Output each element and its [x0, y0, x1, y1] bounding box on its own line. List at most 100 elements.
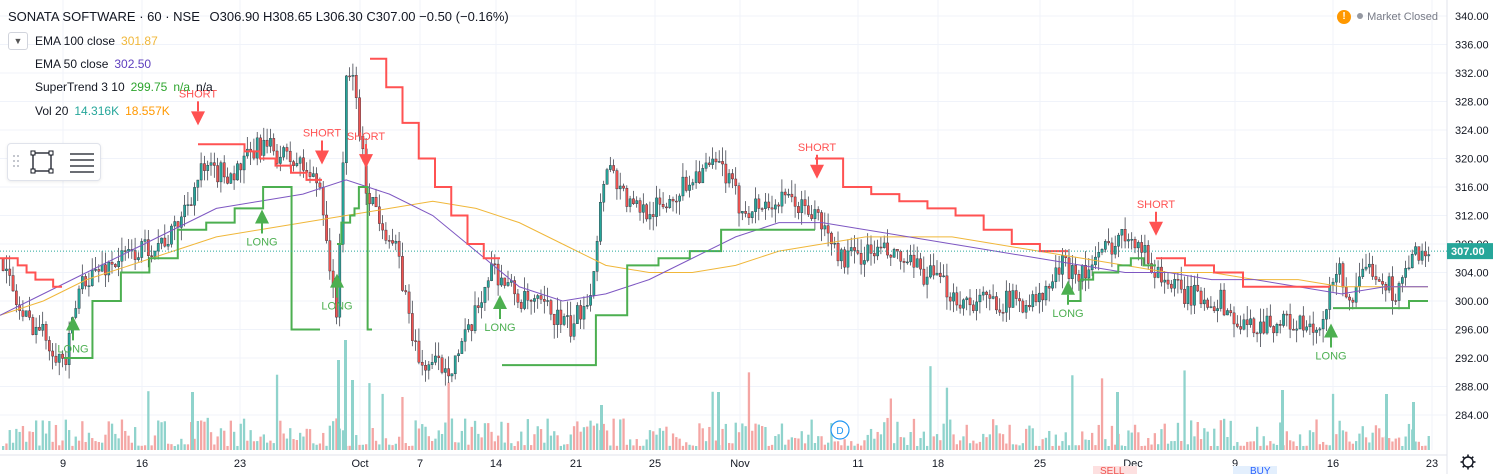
drawing-toolbar[interactable] [7, 143, 101, 181]
candle [559, 309, 563, 325]
candle [572, 323, 576, 337]
indicator-ema50[interactable]: EMA 50 close 302.50 [35, 57, 151, 71]
volume-bar [473, 420, 477, 450]
candle [480, 302, 483, 308]
volume-bar [1018, 445, 1021, 450]
volume-bar [1407, 423, 1411, 450]
candle [816, 209, 820, 213]
candle [143, 239, 147, 242]
volume-bar [995, 425, 998, 450]
volume-bar [975, 443, 978, 450]
candle [404, 290, 408, 293]
candle [219, 162, 223, 183]
volume-bar [1272, 443, 1275, 450]
candle [678, 195, 681, 202]
volume-bar [252, 441, 256, 450]
volume-bar [1412, 402, 1415, 450]
volume-bar [698, 423, 701, 450]
candle [546, 300, 549, 302]
line-width-icon[interactable] [70, 153, 94, 173]
candle [348, 75, 351, 78]
long-signal-arrow [1324, 323, 1338, 338]
dividend-event-icon[interactable] [830, 420, 850, 440]
sell-button[interactable] [1093, 466, 1137, 474]
candle [849, 247, 853, 252]
volume-bar [308, 429, 312, 450]
volume-bar [645, 439, 648, 450]
candle [354, 74, 358, 98]
candle [61, 353, 64, 359]
rectangle-tool-icon[interactable] [30, 150, 54, 174]
volume-bar [1008, 424, 1011, 450]
indicator-value-2: 18.557K [125, 104, 170, 118]
candle [21, 310, 25, 317]
volume-bar [1041, 439, 1044, 450]
supertrend-long-line [1068, 257, 1156, 302]
volume-bar [1338, 420, 1341, 450]
volume-bar [787, 439, 790, 450]
candle [602, 184, 606, 203]
settings-gear-icon[interactable] [1460, 454, 1476, 470]
candle [1196, 284, 1200, 292]
candle [592, 271, 596, 296]
volume-bar [1256, 426, 1259, 450]
market-status-label: Market Closed [1367, 10, 1438, 23]
volume-bar [110, 423, 114, 450]
candle [1308, 323, 1312, 328]
candle [833, 243, 837, 245]
volume-bar [365, 444, 368, 450]
candle [998, 309, 1002, 313]
candle [245, 148, 249, 157]
candle [919, 258, 922, 270]
candle [826, 225, 830, 234]
candle [1202, 299, 1206, 305]
volume-bar [1315, 419, 1318, 450]
indicator-ema100[interactable]: EMA 100 close 301.87 [35, 34, 158, 48]
candle [856, 250, 860, 254]
candle [424, 365, 427, 371]
volume-bar [869, 428, 873, 450]
volume-bar [421, 424, 424, 450]
ema-50-line [0, 179, 1428, 316]
candle [704, 162, 708, 169]
candle [1143, 245, 1147, 253]
candle [1371, 263, 1374, 277]
candle [1140, 242, 1143, 253]
candle [952, 292, 955, 302]
volume-bar [272, 443, 275, 450]
collapse-legend-button[interactable]: ▼ [8, 32, 28, 50]
price-tick-label: 284.00 [1455, 410, 1489, 422]
volume-bar [388, 444, 391, 450]
volume-bar [704, 441, 708, 450]
candle [975, 301, 978, 311]
volume-bar [236, 445, 239, 450]
alert-icon[interactable]: ! [1337, 10, 1352, 24]
candle [698, 171, 701, 184]
volume-bar [1199, 439, 1203, 450]
volume-bar [1308, 430, 1312, 450]
gear-tooth [1462, 456, 1466, 460]
volume-bar [1322, 441, 1325, 450]
volume-bar [642, 445, 645, 450]
volume-bar [361, 444, 364, 450]
candle [117, 261, 120, 267]
volume-bar [794, 437, 797, 450]
candle [675, 200, 678, 203]
indicator-volume[interactable]: Vol 20 14.316K 18.557K [35, 104, 170, 118]
volume-bar [1124, 445, 1127, 450]
candle [104, 264, 107, 276]
volume-bar [44, 433, 48, 450]
candle [741, 211, 744, 214]
candle [529, 300, 533, 302]
drag-handle-icon[interactable] [13, 155, 19, 167]
buy-button[interactable] [1233, 466, 1277, 474]
candle [750, 211, 754, 218]
volume-bar [64, 419, 67, 450]
volume-bar [226, 445, 229, 450]
candle [1414, 246, 1417, 255]
candle [1427, 254, 1431, 257]
symbol-title[interactable]: SONATA SOFTWARE · 60 · NSE [8, 9, 200, 24]
volume-bar [774, 435, 777, 450]
indicator-supertrend[interactable]: SuperTrend 3 10 299.75 n/a n/a [35, 80, 213, 94]
